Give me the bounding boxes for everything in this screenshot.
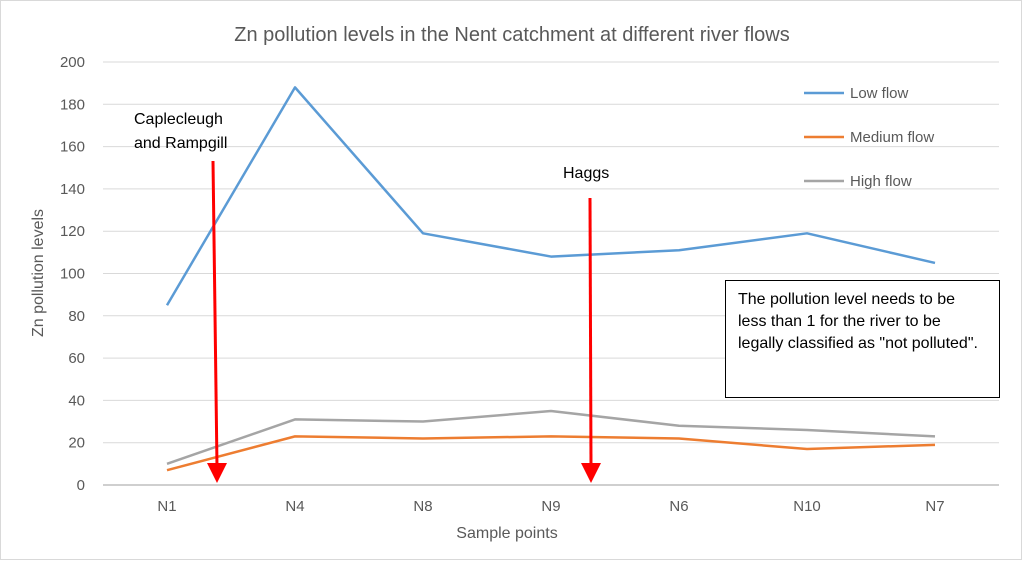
x-axis-label: Sample points [456,525,557,542]
x-tick-label: N9 [541,498,560,515]
y-tick-label: 120 [60,223,85,240]
y-tick-label: 80 [68,308,85,325]
x-tick-label: N7 [925,498,944,515]
y-tick-label: 20 [68,435,85,452]
y-tick-label: 100 [60,266,85,283]
legend-label: Medium flow [850,129,934,146]
legend-label: High flow [850,173,912,190]
y-axis-label: Zn pollution levels [30,209,47,337]
annotation-arrow-shaft [211,160,219,468]
arrow-head-icon [207,463,227,483]
y-tick-label: 160 [60,139,85,156]
x-tick-label: N10 [793,498,821,515]
arrow-head-icon [581,463,601,483]
y-tick-label: 200 [60,54,85,71]
y-tick-label: 40 [68,392,85,409]
annotation-text: and Rampgill [134,135,227,152]
x-tick-label: N6 [669,498,688,515]
x-tick-label: N8 [413,498,432,515]
annotation-arrow-shaft [588,197,593,468]
series-line-high-flow [166,409,936,466]
annotation-text: Haggs [563,165,609,182]
annotation-text: Caplecleugh [134,111,223,128]
legend-label: Low flow [850,85,909,102]
y-tick-label: 140 [60,181,85,198]
y-tick-label: 180 [60,96,85,113]
y-tick-label: 0 [77,477,85,494]
note-box: The pollution level needs to be less tha… [725,280,1000,398]
chart-title: Zn pollution levels in the Nent catchmen… [234,24,789,46]
series-line-low-flow [165,86,936,306]
series-line-medium-flow [166,435,936,472]
x-tick-label: N4 [285,498,304,515]
y-tick-label: 60 [68,350,85,367]
x-tick-label: N1 [157,498,176,515]
